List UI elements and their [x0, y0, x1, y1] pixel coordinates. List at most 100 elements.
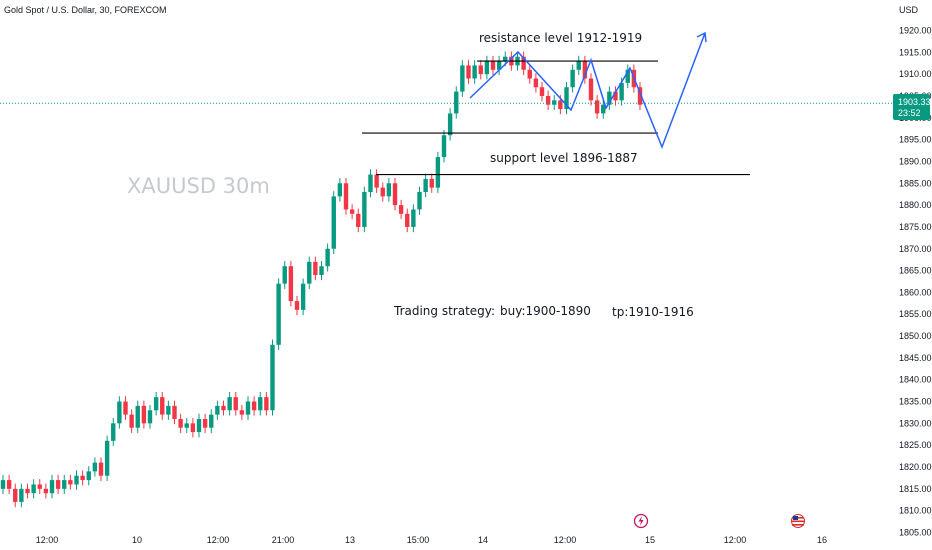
candle-body: [307, 261, 312, 284]
candle-body: [117, 401, 122, 424]
price-tag-timer: 23:52: [898, 108, 921, 118]
candle-body: [398, 205, 404, 214]
candle-body: [221, 405, 226, 411]
candle-body: [490, 61, 496, 70]
candle-body: [49, 480, 55, 494]
candle-body: [55, 480, 61, 489]
symbol-title: Gold Spot / U.S. Dollar, 30, FOREXCOM: [4, 5, 167, 15]
candle-body: [288, 266, 294, 302]
candle-body: [147, 410, 153, 424]
time-tick-label: 16: [817, 535, 827, 545]
candle-body: [545, 95, 551, 105]
candle-body: [111, 423, 116, 441]
candle-body: [411, 209, 416, 227]
price-tick-label: 1875.00: [899, 222, 932, 232]
candle-body: [74, 475, 79, 485]
candle-body: [270, 344, 275, 411]
price-tick-label: 1810.00: [899, 506, 932, 516]
time-tick-label: 12:00: [554, 535, 577, 545]
candle-body: [184, 423, 189, 428]
candle-body: [435, 157, 441, 188]
price-tick-label: 1915.00: [899, 47, 932, 57]
candle-body: [637, 87, 643, 105]
candle-body: [104, 440, 110, 476]
candle-body: [215, 405, 220, 415]
forecast-path: [469, 32, 706, 150]
time-tick-label: 15: [645, 535, 655, 545]
candle-body: [331, 196, 336, 249]
currency-label: USD: [899, 5, 919, 15]
candle-body: [123, 401, 128, 415]
candle-body: [80, 475, 85, 481]
price-tick-label: 1895.00: [899, 135, 932, 145]
candle-body: [98, 462, 104, 476]
resistance-label: resistance level 1912-1919: [479, 31, 642, 45]
candle-body: [613, 91, 618, 101]
price-tick-label: 1845.00: [899, 353, 932, 363]
candle-body: [300, 283, 306, 310]
lightning-icon[interactable]: [633, 513, 649, 529]
time-tick-label: 12:00: [36, 535, 59, 545]
candle-body: [386, 183, 392, 197]
candle-body: [454, 91, 459, 114]
candle-body: [227, 397, 232, 411]
candle-body: [313, 261, 318, 275]
candle-body: [478, 65, 483, 75]
forecast-arrowhead: [696, 31, 707, 43]
time-tick-label: 12:00: [207, 535, 230, 545]
price-tick-label: 1830.00: [899, 418, 932, 428]
time-tick-label: 12:00: [724, 535, 747, 545]
candle-body: [153, 397, 159, 411]
price-tick-label: 1815.00: [899, 484, 932, 494]
candle-body: [368, 174, 373, 193]
candle-body: [594, 100, 600, 114]
price-tag[interactable]: 1903.33 23:52: [893, 94, 931, 120]
candle-body: [343, 183, 349, 210]
candle-body: [233, 397, 238, 411]
price-tick-label: 1805.00: [899, 527, 932, 537]
candle-body: [619, 82, 624, 101]
candle-body: [31, 484, 36, 494]
candle-body: [86, 471, 91, 481]
candle-body: [349, 209, 355, 214]
candle-body: [460, 65, 465, 92]
candle-body: [196, 418, 202, 433]
candles: [0, 51, 643, 508]
price-tick-label: 1880.00: [899, 200, 932, 210]
price-tick-label: 1910.00: [899, 69, 932, 79]
candle-body: [141, 405, 147, 424]
candle-body: [570, 69, 575, 88]
candle-body: [374, 174, 379, 188]
candle-body: [607, 91, 612, 105]
time-tick-label: 10: [132, 535, 142, 545]
time-tick-label: 13: [345, 535, 355, 545]
candle-body: [337, 183, 343, 197]
candle-body: [429, 178, 434, 188]
price-tick-label: 1885.00: [899, 178, 932, 188]
price-tick-label: 1835.00: [899, 397, 932, 407]
candle-body: [135, 405, 140, 428]
price-tag-box: [893, 94, 930, 120]
candle-body: [62, 480, 67, 489]
watermark: XAUUSD 30m: [127, 174, 270, 198]
candle-body: [325, 248, 330, 267]
strategy-tp: tp:1910-1916: [612, 305, 694, 319]
price-tick-label: 1840.00: [899, 375, 932, 385]
price-tick-label: 1860.00: [899, 287, 932, 297]
candle-body: [558, 100, 563, 110]
candle-body: [92, 462, 98, 472]
time-tick-label: 15:00: [407, 535, 430, 545]
candle-body: [392, 183, 398, 206]
candle-body: [160, 397, 165, 415]
candle-body: [172, 405, 177, 419]
time-axis[interactable]: 12:00 10 12:00 21:00 13 15:00 14 12:00 15 12:00 16: [36, 535, 827, 545]
candle-body: [533, 78, 539, 88]
candle-body: [282, 266, 287, 284]
candle-body: [6, 480, 12, 489]
candle-body: [576, 61, 581, 70]
us-flag-icon[interactable]: [791, 514, 805, 528]
candle-body: [25, 488, 30, 494]
candle-body: [166, 405, 171, 415]
candle-body: [258, 397, 263, 411]
